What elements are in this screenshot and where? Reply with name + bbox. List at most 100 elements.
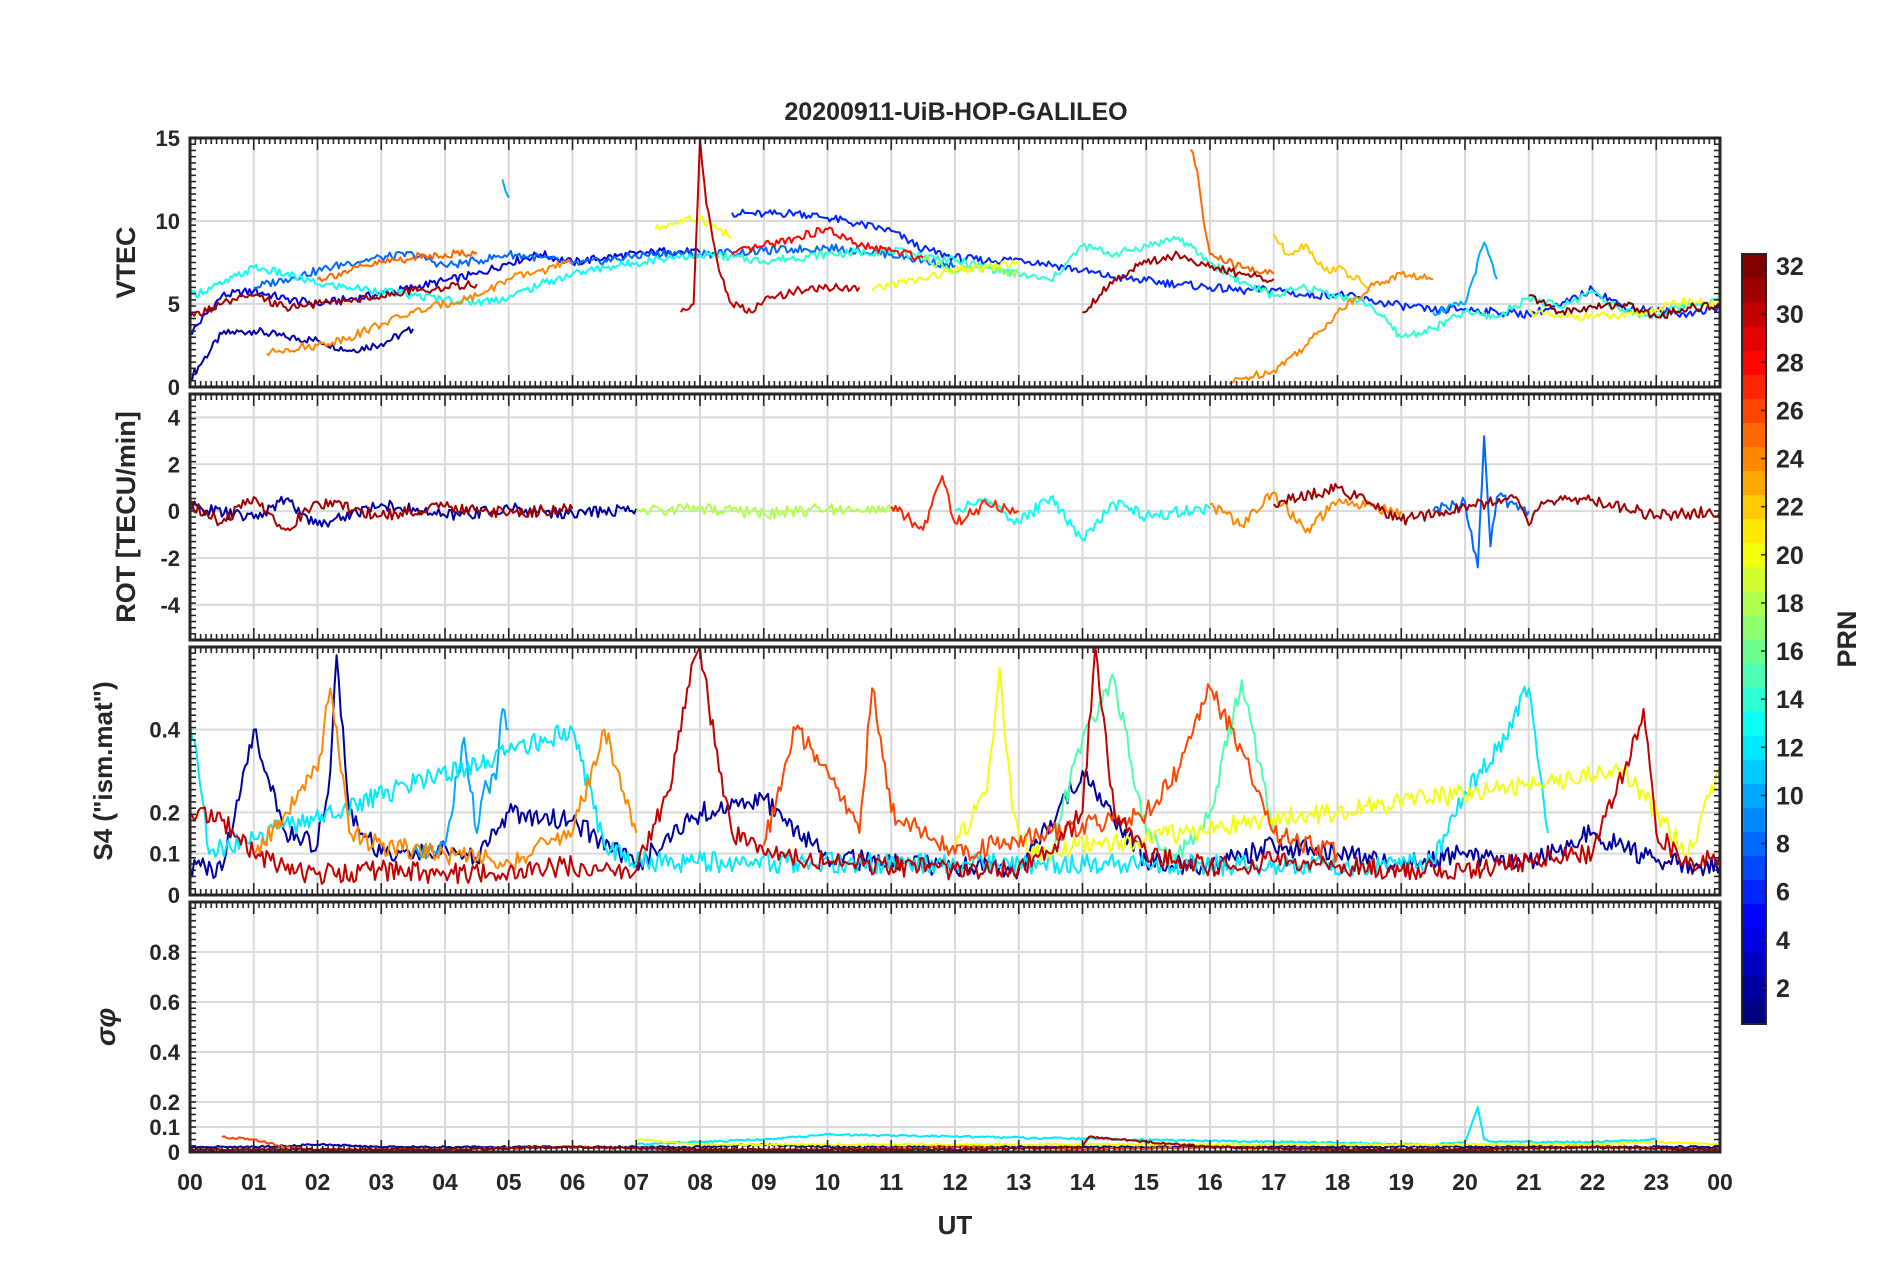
series-group bbox=[190, 435, 1720, 569]
series-group bbox=[190, 647, 1720, 885]
colorbar-tick-label: 6 bbox=[1776, 879, 1790, 907]
y-tick-label: 10 bbox=[156, 209, 180, 234]
y-axis-label: VTEC bbox=[111, 226, 141, 298]
x-tick-label: 12 bbox=[942, 1169, 968, 1195]
colorbar-tick-label: 16 bbox=[1776, 638, 1804, 666]
series-line-prn-10 bbox=[501, 179, 510, 199]
colorbar-tick-label: 12 bbox=[1776, 734, 1804, 762]
series-line-prn-22 bbox=[1272, 233, 1370, 290]
colorbar-tick-label: 24 bbox=[1776, 446, 1804, 474]
panel-rot: -4 -2 0 2 4 ROT [TECU/min] bbox=[111, 392, 1722, 642]
y-tick-label: 0 bbox=[168, 375, 180, 400]
colorbar-swatch bbox=[1742, 663, 1766, 688]
x-tick-label: 16 bbox=[1197, 1169, 1223, 1195]
series-line-prn-30 bbox=[190, 647, 1720, 885]
colorbar-swatch bbox=[1742, 711, 1766, 736]
x-tick-label: 11 bbox=[879, 1169, 904, 1195]
series-line-prn-30 bbox=[680, 138, 861, 314]
y-tick-label: 0.2 bbox=[149, 800, 180, 825]
y-tick-label: 2 bbox=[168, 452, 180, 477]
y-tick-label: -4 bbox=[160, 593, 180, 618]
series-line-prn-26 bbox=[762, 683, 1339, 863]
series-line-prn-14 bbox=[699, 235, 1720, 339]
y-axis-label: σφ bbox=[90, 1008, 121, 1046]
series-line-prn-32 bbox=[1528, 294, 1720, 319]
series-line-prn-8 bbox=[1432, 435, 1530, 569]
x-tick-label: 08 bbox=[687, 1169, 713, 1195]
colorbar-label: PRN bbox=[1832, 610, 1862, 667]
panel-sigma_phi: 00.10.2 0.4 0.6 0.8 σφ 00 01 02 03 04 05 06 07 08 09 10… bbox=[90, 900, 1733, 1240]
y-tick-label: 0.2 bbox=[149, 1090, 180, 1115]
x-tick-label: 13 bbox=[1006, 1169, 1032, 1195]
y-tick-label: 0.8 bbox=[149, 940, 180, 965]
y-tick-label: 0.1 bbox=[149, 1115, 180, 1140]
series-line-prn-4 bbox=[190, 246, 701, 335]
colorbar-tick-label: 2 bbox=[1776, 975, 1790, 1003]
colorbar-swatch bbox=[1742, 855, 1766, 881]
series-line-prn-31 bbox=[1082, 250, 1275, 314]
series-line-prn-20 bbox=[654, 214, 733, 239]
series-line-prn-24 bbox=[253, 687, 638, 870]
y-tick-label: 0.6 bbox=[149, 990, 180, 1015]
y-tick-label: 0 bbox=[168, 883, 180, 908]
colorbar-swatch bbox=[1742, 999, 1766, 1025]
colorbar-tick-label: 4 bbox=[1776, 927, 1790, 955]
series-line-prn-20 bbox=[954, 666, 1720, 863]
x-tick-label: 14 bbox=[1070, 1169, 1096, 1195]
x-tick-label: 15 bbox=[1133, 1169, 1159, 1195]
colorbar-swatch bbox=[1742, 278, 1766, 303]
series-line-prn-20 bbox=[871, 259, 1020, 292]
series-line-prn-24 bbox=[1228, 270, 1434, 385]
y-axis-label: ROT [TECU/min] bbox=[111, 411, 141, 622]
x-tick-label: 21 bbox=[1516, 1169, 1542, 1195]
colorbar-tick-label: 32 bbox=[1776, 253, 1804, 281]
colorbar-tick-label: 30 bbox=[1776, 301, 1804, 329]
series-line-prn-31 bbox=[190, 496, 574, 532]
x-tick-label: 05 bbox=[496, 1169, 522, 1195]
series-line-prn-31 bbox=[190, 280, 478, 318]
x-tick-label: 17 bbox=[1261, 1169, 1287, 1195]
y-tick-label: 0 bbox=[168, 1140, 180, 1165]
series-line-prn-20 bbox=[636, 1138, 1720, 1147]
x-tick-label: 09 bbox=[751, 1169, 777, 1195]
x-tick-label: 23 bbox=[1643, 1169, 1669, 1195]
series-line-prn-2 bbox=[190, 326, 414, 381]
series-line-prn-24 bbox=[265, 258, 573, 357]
colorbar-swatch bbox=[1742, 470, 1766, 496]
colorbar-swatch bbox=[1742, 518, 1766, 544]
x-tick-label: 06 bbox=[560, 1169, 586, 1195]
x-tick-label: 02 bbox=[305, 1169, 331, 1195]
y-tick-label: 0.4 bbox=[149, 718, 180, 743]
y-axis-label: S4 ("ism.mat") bbox=[88, 681, 118, 860]
y-tick-label: 5 bbox=[168, 292, 180, 317]
series-line-prn-31 bbox=[1273, 483, 1720, 527]
y-tick-label: 0.1 bbox=[149, 842, 180, 867]
series-line-prn-27 bbox=[890, 475, 1020, 531]
panel-vtec: 0 5 10 15 VTEC bbox=[111, 126, 1722, 400]
y-tick-label: 0 bbox=[168, 499, 180, 524]
colorbar-tick-label: 8 bbox=[1776, 831, 1790, 859]
series-line-prn-25 bbox=[1190, 149, 1275, 275]
colorbar-tick-label: 26 bbox=[1776, 397, 1804, 425]
colorbar-frame bbox=[1741, 253, 1767, 1025]
x-tick-label: 20 bbox=[1452, 1169, 1478, 1195]
colorbar-tick-label: 22 bbox=[1776, 494, 1804, 522]
series-line-prn-28 bbox=[731, 226, 924, 261]
x-tick-label: 04 bbox=[432, 1169, 458, 1195]
colorbar-swatch bbox=[1742, 566, 1766, 592]
figure-title: 20200911-UiB-HOP-GALILEO bbox=[784, 98, 1127, 126]
colorbar-swatch bbox=[1742, 759, 1766, 784]
series-line-prn-10 bbox=[1432, 241, 1498, 317]
series-line-prn-24 bbox=[1209, 491, 1403, 534]
x-tick-label: 22 bbox=[1580, 1169, 1606, 1195]
colorbar-tick-label: 20 bbox=[1776, 542, 1804, 570]
x-tick-label: 10 bbox=[815, 1169, 841, 1195]
colorbar-swatch bbox=[1742, 951, 1766, 977]
x-tick-label: 19 bbox=[1388, 1169, 1414, 1195]
colorbar-swatch bbox=[1742, 807, 1766, 832]
colorbar-swatch bbox=[1742, 614, 1766, 640]
series-line-prn-17 bbox=[922, 254, 1020, 279]
